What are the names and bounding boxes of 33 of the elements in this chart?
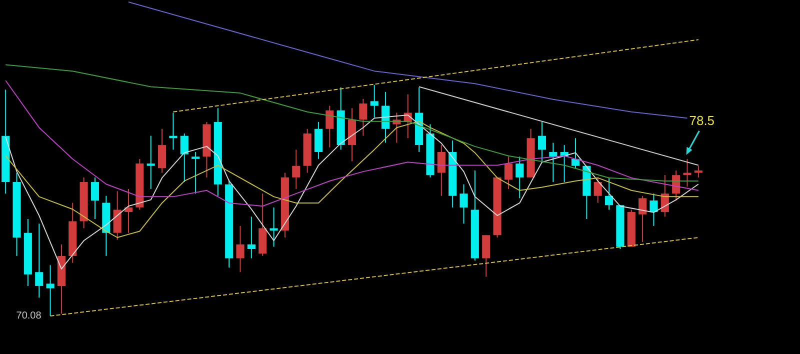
candlestick — [549, 142, 558, 183]
annotation: 78.5 — [689, 112, 715, 128]
candlestick — [683, 158, 692, 188]
annotation: 70.08 — [16, 310, 42, 322]
candlestick — [146, 135, 155, 190]
candlestick — [359, 98, 368, 136]
candlestick — [504, 156, 512, 190]
candlestick — [180, 133, 188, 183]
candlestick — [247, 216, 256, 259]
candlestick — [638, 195, 647, 243]
candlestick — [650, 193, 658, 226]
candlestick — [437, 144, 446, 196]
candlestick — [314, 121, 322, 160]
candlestick — [594, 176, 602, 204]
candlestick — [482, 234, 490, 278]
candlestick — [604, 176, 614, 210]
candlestick — [694, 165, 702, 178]
candlestick — [516, 156, 524, 199]
candlestick — [46, 264, 54, 316]
candlestick — [236, 225, 244, 273]
candlestick — [370, 84, 378, 118]
candlestick — [538, 121, 546, 162]
candlestick — [113, 190, 122, 240]
candlestick — [90, 176, 100, 220]
candlestick — [270, 206, 278, 248]
candlestick — [571, 138, 580, 169]
candlestick — [35, 223, 44, 298]
candlestick — [192, 151, 200, 194]
candlestick — [382, 91, 390, 144]
candlestick — [158, 128, 166, 174]
candlestick — [326, 105, 334, 148]
candlestick — [460, 184, 468, 224]
candlestick — [292, 149, 300, 190]
